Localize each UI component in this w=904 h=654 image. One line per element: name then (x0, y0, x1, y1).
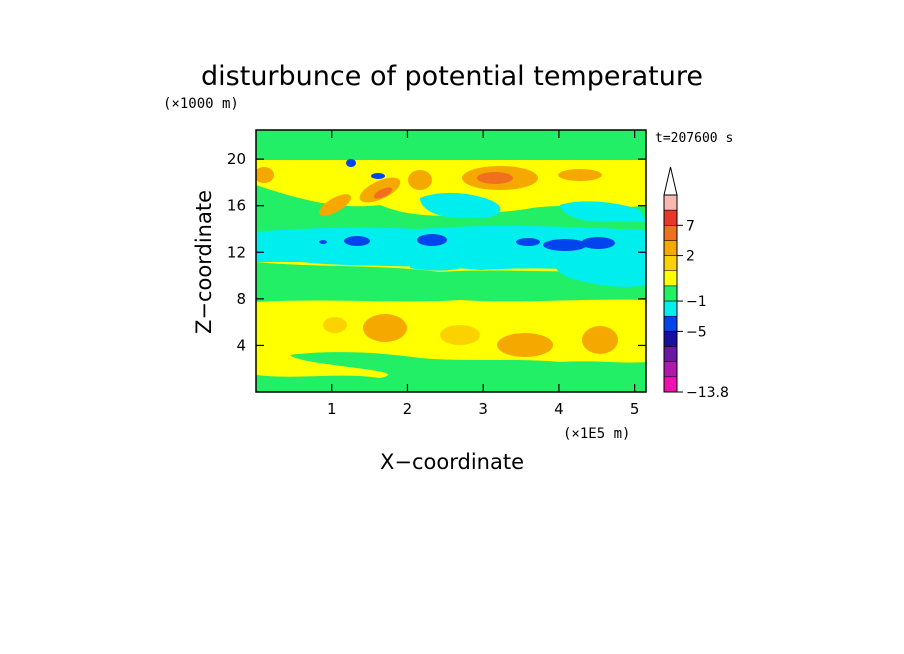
x-tick-label: 2 (403, 400, 413, 418)
colorbar-segment (663, 331, 678, 347)
colorbar-segment (663, 300, 678, 317)
colorbar-label: 2 (686, 249, 695, 265)
x-axis-title: X−coordinate (380, 450, 524, 474)
colorbar-segment (663, 240, 678, 256)
colorbar-segment (663, 209, 678, 226)
contour-field (256, 130, 646, 392)
y-tick-label: 4 (236, 336, 246, 354)
colorbar-arrow (663, 166, 678, 196)
z-unit-label: (×1000 m) (163, 96, 239, 112)
colorbar-segment (663, 225, 678, 241)
chart-title: disturbunce of potential temperature (201, 61, 703, 92)
blue-blob (344, 236, 370, 246)
x-tick-label: 1 (327, 400, 337, 418)
colorbar-segment (663, 376, 678, 393)
time-label: t=207600 s (655, 131, 733, 146)
colorbar-segment (663, 315, 678, 332)
colorbar-segment (663, 194, 678, 211)
x-tick-label: 4 (554, 400, 564, 418)
y-axis: 4 8 12 16 20 (227, 150, 646, 354)
colorbar-label: −13.8 (686, 385, 729, 401)
mid-green-layer (256, 185, 646, 232)
colorbar-segment (663, 255, 678, 272)
colorbar-segment (663, 361, 678, 378)
y-axis-title: Z−coordinate (192, 190, 216, 334)
lower-green-band (256, 262, 646, 302)
colorbar-label: −5 (686, 324, 707, 340)
colorbar-segment (663, 285, 678, 302)
y-tick-label: 8 (236, 290, 246, 308)
x-axis: 1 2 3 4 5 (327, 130, 639, 418)
bottom-green-strip (256, 352, 646, 392)
colorbar-label: 7 (686, 218, 695, 234)
colorbar: 7 2 −1 −5 −13.8 (663, 166, 729, 401)
y-tick-label: 16 (227, 197, 246, 215)
plot-frame (255, 129, 647, 393)
x-tick-label: 5 (630, 400, 640, 418)
x-unit-label: (×1E5 m) (563, 426, 630, 442)
colorbar-label: −1 (686, 294, 707, 310)
colorbar-segment (663, 346, 678, 362)
x-tick-label: 3 (478, 400, 488, 418)
y-tick-label: 20 (227, 150, 246, 168)
y-tick-label: 12 (227, 243, 246, 261)
colorbar-segment (663, 270, 678, 287)
